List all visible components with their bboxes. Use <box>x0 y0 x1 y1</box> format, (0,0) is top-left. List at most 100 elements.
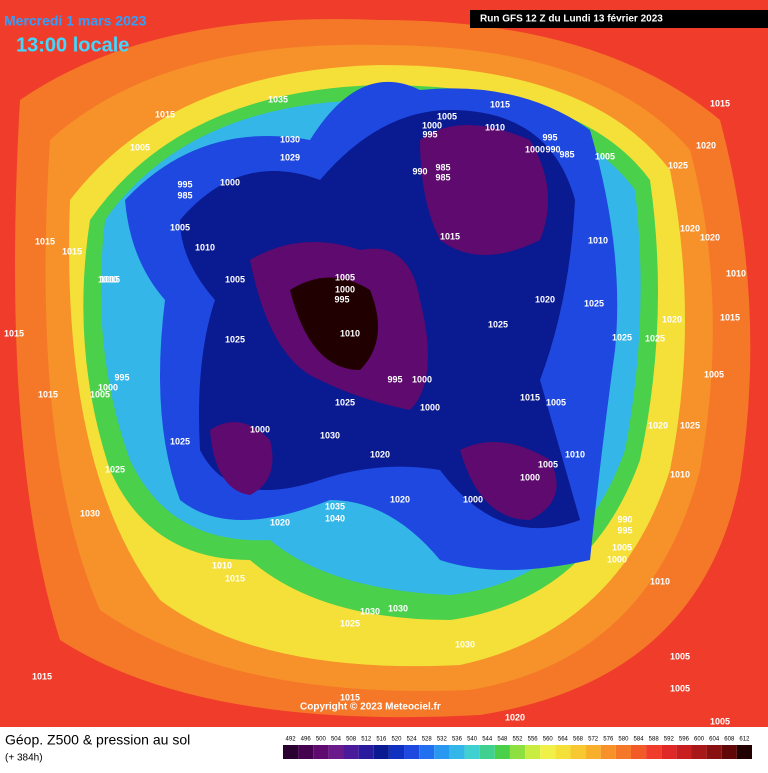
legend-swatch <box>570 745 586 759</box>
legend-swatch <box>464 745 480 759</box>
legend-swatch <box>646 745 662 759</box>
legend-swatch <box>313 745 329 759</box>
pressure-label: 1030 <box>80 508 100 518</box>
legend-swatch <box>555 745 571 759</box>
caption-title: Géop. Z500 & pression au sol <box>5 732 190 748</box>
legend-swatch <box>600 745 616 759</box>
pressure-label: 1015 <box>155 109 175 119</box>
pressure-label: 1015 <box>35 236 55 246</box>
legend-label: 584 <box>634 737 645 743</box>
legend-swatch <box>540 745 556 759</box>
pressure-label: 995 <box>542 132 557 142</box>
legend-label: 556 <box>528 737 539 743</box>
legend-label: 528 <box>422 737 433 743</box>
pressure-label: 1005 <box>670 651 690 661</box>
pressure-label: 1005 <box>595 151 615 161</box>
pressure-label: 1025 <box>680 420 700 430</box>
pressure-label: 1025 <box>668 160 688 170</box>
pressure-label: 995 <box>114 372 129 382</box>
pressure-label: 1025 <box>645 333 665 343</box>
legend-label: 600 <box>694 737 705 743</box>
pressure-label: 1000 <box>420 402 440 412</box>
legend-label: 552 <box>512 737 523 743</box>
legend-swatch <box>676 745 692 759</box>
pressure-label: 1035 <box>268 94 288 104</box>
pressure-label: 1020 <box>390 494 410 504</box>
legend-label: 588 <box>649 737 660 743</box>
pressure-label: 1000 <box>98 382 118 392</box>
pressure-label: 1010 <box>340 328 360 338</box>
legend-swatch <box>419 745 435 759</box>
pressure-label: 985 <box>177 190 192 200</box>
legend-label: 592 <box>664 737 675 743</box>
pressure-label: 1029 <box>280 152 300 162</box>
legend-swatch <box>404 745 420 759</box>
legend-label: 512 <box>361 737 372 743</box>
legend-swatch <box>509 745 526 759</box>
legend-swatch <box>585 745 601 759</box>
pressure-label: 1020 <box>535 294 555 304</box>
pressure-label: 1005 <box>704 369 724 379</box>
pressure-label: 1020 <box>700 232 720 242</box>
pressure-label: 1015 <box>100 274 120 284</box>
legend: 492 496 500 504 508 512 516 520 524 528 532 536 540 5… <box>283 737 752 759</box>
legend-label: 536 <box>452 737 463 743</box>
pressure-label: 990 <box>412 166 427 176</box>
pressure-label: 1000 <box>422 120 442 130</box>
pressure-label: 1040 <box>325 513 345 523</box>
pressure-label: 1005 <box>546 397 566 407</box>
legend-label: 504 <box>331 737 342 743</box>
forecast-time: 13:00 locale <box>16 34 129 56</box>
pressure-label: 1020 <box>505 712 525 722</box>
legend-label: 568 <box>573 737 584 743</box>
pressure-label: 1020 <box>270 517 290 527</box>
legend-label: 508 <box>346 737 357 743</box>
pressure-label: 1000 <box>525 144 545 154</box>
legend-swatch <box>449 745 465 759</box>
pressure-label: 1010 <box>588 235 608 245</box>
legend-swatch <box>721 745 737 759</box>
legend-label: 564 <box>558 737 569 743</box>
pressure-label: 1015 <box>62 246 82 256</box>
legend-swatch <box>494 745 510 759</box>
pressure-label: 1030 <box>320 430 340 440</box>
pressure-labels: 1035101510301029100599598510001005101010… <box>4 94 746 726</box>
pressure-label: 1010 <box>670 469 690 479</box>
pressure-label: 1005 <box>670 683 690 693</box>
pressure-label: 1000 <box>220 177 240 187</box>
legend-swatch <box>388 745 405 759</box>
pressure-label: 1010 <box>485 122 505 132</box>
legend-label: 540 <box>467 737 478 743</box>
pressure-label: 1020 <box>662 314 682 324</box>
pressure-label: 985 <box>435 172 450 182</box>
pressure-label: 1005 <box>437 111 457 121</box>
legend-swatch <box>661 745 677 759</box>
pressure-label: 1025 <box>170 436 190 446</box>
legend-swatch <box>343 745 359 759</box>
pressure-label: 1005 <box>90 389 110 399</box>
legend-swatch <box>358 745 374 759</box>
copyright: Copyright © 2023 Meteociel.fr <box>300 702 441 713</box>
pressure-label: 1025 <box>335 397 355 407</box>
legend-swatch <box>373 745 389 759</box>
pressure-label: 1000 <box>463 494 483 504</box>
legend-swatch <box>434 745 450 759</box>
legend-label: 520 <box>391 737 402 743</box>
pressure-label: 1005 <box>538 459 558 469</box>
pressure-label: 1010 <box>726 268 746 278</box>
legend-swatch <box>328 745 344 759</box>
pressure-label: 1005 <box>225 274 245 284</box>
legend-label: 596 <box>679 737 690 743</box>
pressure-label: 1025 <box>105 464 125 474</box>
pressure-label: 1015 <box>490 99 510 109</box>
legend-label: 516 <box>376 737 387 743</box>
pressure-label: 1035 <box>325 501 345 511</box>
pressure-label: 1005 <box>170 222 190 232</box>
legend-label: 544 <box>482 737 493 743</box>
pressure-label: 1025 <box>612 332 632 342</box>
pressure-label: 1030 <box>360 606 380 616</box>
run-box <box>470 10 768 28</box>
pressure-label: 990 <box>545 144 560 154</box>
legend-label: 560 <box>543 737 554 743</box>
